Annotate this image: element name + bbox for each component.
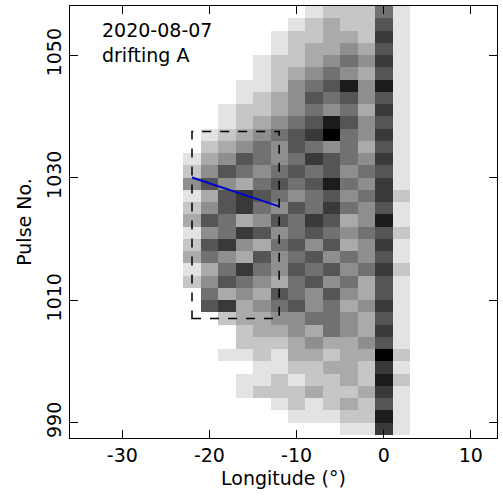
svg-text:1010: 1010 [43,273,65,321]
svg-text:2020-08-07drifting A: 2020-08-07drifting A [102,19,212,66]
svg-text:Pulse No.: Pulse No. [13,178,35,266]
svg-text:990: 990 [43,402,65,438]
svg-text:-20: -20 [194,444,225,466]
svg-text:1030: 1030 [43,151,65,199]
svg-text:-30: -30 [107,444,138,466]
svg-text:0: 0 [378,444,390,466]
svg-text:-10: -10 [281,444,312,466]
svg-text:1050: 1050 [43,28,65,76]
svg-text:10: 10 [459,444,483,466]
svg-text:Longitude (°): Longitude (°) [221,467,346,489]
